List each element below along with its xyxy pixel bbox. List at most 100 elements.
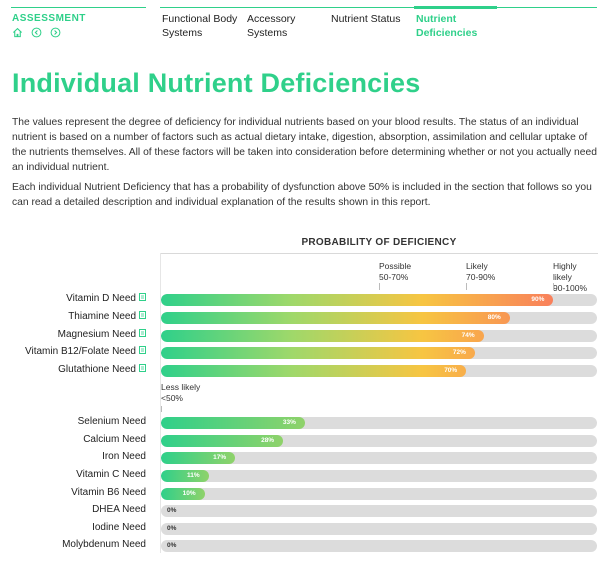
bar-track: 11% <box>161 470 597 482</box>
tab-label-line1: Accessory <box>247 13 296 25</box>
tab-label-line1: Nutrient <box>416 13 457 25</box>
data-label: 28% <box>261 437 275 444</box>
tick-label: Iron Need <box>102 451 146 462</box>
bar <box>161 452 236 464</box>
tick-label: Magnesium Need <box>57 329 136 340</box>
tab-label-line2: Systems <box>162 27 203 39</box>
header-divider-left <box>11 7 146 8</box>
tick-label: Selenium Need <box>77 416 146 427</box>
bar <box>161 470 209 482</box>
zone-label-less-likely: Less likely <50% <box>161 382 200 404</box>
document-icon[interactable] <box>139 346 146 357</box>
row-label-dhea-need: DHEA Need <box>92 504 146 515</box>
zone-label-line3: 90-100% <box>553 283 588 293</box>
zone-label-line2: <50% <box>161 393 183 403</box>
row-label-magnesium-need: Magnesium Need <box>58 329 146 340</box>
tick-label: Thiamine Need <box>68 311 136 322</box>
tick-label: Vitamin B6 Need <box>71 487 146 498</box>
data-label: 0% <box>167 525 177 532</box>
data-label: 72% <box>452 349 466 356</box>
intro-paragraph: The values represent the degree of defic… <box>12 117 597 173</box>
zone-label-line1: Likely <box>466 261 488 271</box>
tick-label: Molybdenum Need <box>62 539 146 550</box>
row-label-calcium-need: Calcium Need <box>83 434 146 445</box>
zone-tick-likely <box>466 283 467 290</box>
tick-label: Vitamin D Need <box>66 293 136 304</box>
zone-label-line1: Highly <box>553 261 577 271</box>
zone-label-likely: Likely 70-90% <box>466 261 495 283</box>
bar-track: 80% <box>161 312 597 324</box>
bar-track: 0% <box>161 505 597 517</box>
header-divider-right <box>160 7 597 8</box>
page-title: Individual Nutrient Deficiencies <box>12 68 421 98</box>
data-label: 17% <box>213 454 227 461</box>
back-icon[interactable] <box>31 27 42 38</box>
bar-track: 17% <box>161 452 597 464</box>
data-label: 10% <box>182 490 196 497</box>
chart-header-rule <box>160 253 598 254</box>
zone-tick-possible <box>379 283 380 290</box>
tick-label: Vitamin B12/Folate Need <box>25 346 136 357</box>
data-label: 70% <box>444 367 458 374</box>
zone-label-line1: Less likely <box>161 382 201 392</box>
zone-tick-less-likely <box>161 406 162 412</box>
row-label-selenium-need: Selenium Need <box>78 416 146 427</box>
zone-label-line2: 50-70% <box>379 272 409 282</box>
tick-label: Vitamin C Need <box>76 469 146 480</box>
bar-track: 70% <box>161 365 597 377</box>
data-label: 80% <box>487 314 501 321</box>
bar-track: 72% <box>161 347 597 359</box>
row-label-vitamin-c-need: Vitamin C Need <box>76 469 146 480</box>
bar-track: 0% <box>161 523 597 535</box>
zone-label-highly-likely: Highly likely 90-100% <box>553 261 587 294</box>
zone-label-line2: likely <box>553 272 572 282</box>
tab-functional-body-systems[interactable]: Functional Body Systems <box>162 12 237 40</box>
document-icon[interactable] <box>139 311 146 322</box>
data-label: 90% <box>531 296 545 303</box>
bar-track: 33% <box>161 417 597 429</box>
document-icon[interactable] <box>139 364 146 375</box>
row-label-molybdenum-need: Molybdenum Need <box>62 539 146 550</box>
tab-label-line2: Deficiencies <box>416 27 478 39</box>
zone-label-line2: 70-90% <box>466 272 496 282</box>
bar-track: 0% <box>161 540 597 552</box>
zone-tick-highly-likely <box>553 283 554 290</box>
bar-track: 10% <box>161 488 597 500</box>
data-label: 0% <box>167 542 177 549</box>
bar <box>161 365 467 377</box>
home-icon[interactable] <box>12 27 23 38</box>
bar <box>161 294 554 306</box>
chart-title: PROBABILITY OF DEFICIENCY <box>301 237 457 248</box>
row-label-iodine-need: Iodine Need <box>92 522 146 533</box>
bar <box>161 435 284 447</box>
tab-nutrient-deficiencies[interactable]: Nutrient Deficiencies <box>416 12 477 40</box>
tab-label-line2: Systems <box>247 27 288 39</box>
zone-label-possible: Possible 50-70% <box>379 261 411 283</box>
data-label: 11% <box>186 472 200 479</box>
document-icon[interactable] <box>139 329 146 340</box>
tab-accessory-systems[interactable]: Accessory Systems <box>247 12 295 40</box>
bar <box>161 347 475 359</box>
row-label-glutathione-need: Glutathione Need <box>58 364 146 375</box>
tick-label: Calcium Need <box>83 434 146 445</box>
row-label-thiamine-need: Thiamine Need <box>68 311 146 322</box>
zone-label-line1: Possible <box>379 261 412 271</box>
forward-icon[interactable] <box>50 27 61 38</box>
data-label: 0% <box>167 507 177 514</box>
chart-axis-line <box>160 253 161 553</box>
assessment-title: ASSESSMENT <box>12 13 86 24</box>
tab-nutrient-status[interactable]: Nutrient Status <box>331 12 400 26</box>
tick-label: Glutathione Need <box>58 364 136 375</box>
tick-label: Iodine Need <box>92 522 146 533</box>
row-label-vitamin-b12-folate-need: Vitamin B12/Folate Need <box>25 346 146 357</box>
bar <box>161 417 305 429</box>
bar <box>161 330 484 342</box>
data-label: 33% <box>282 419 296 426</box>
row-label-vitamin-d-need: Vitamin D Need <box>66 293 146 304</box>
document-icon[interactable] <box>139 293 146 304</box>
row-label-vitamin-b6-need: Vitamin B6 Need <box>71 487 146 498</box>
row-label-iron-need: Iron Need <box>102 451 146 462</box>
data-label: 74% <box>461 332 475 339</box>
summary-paragraph: Each individual Nutrient Deficiency that… <box>12 182 592 208</box>
bar <box>161 312 510 324</box>
